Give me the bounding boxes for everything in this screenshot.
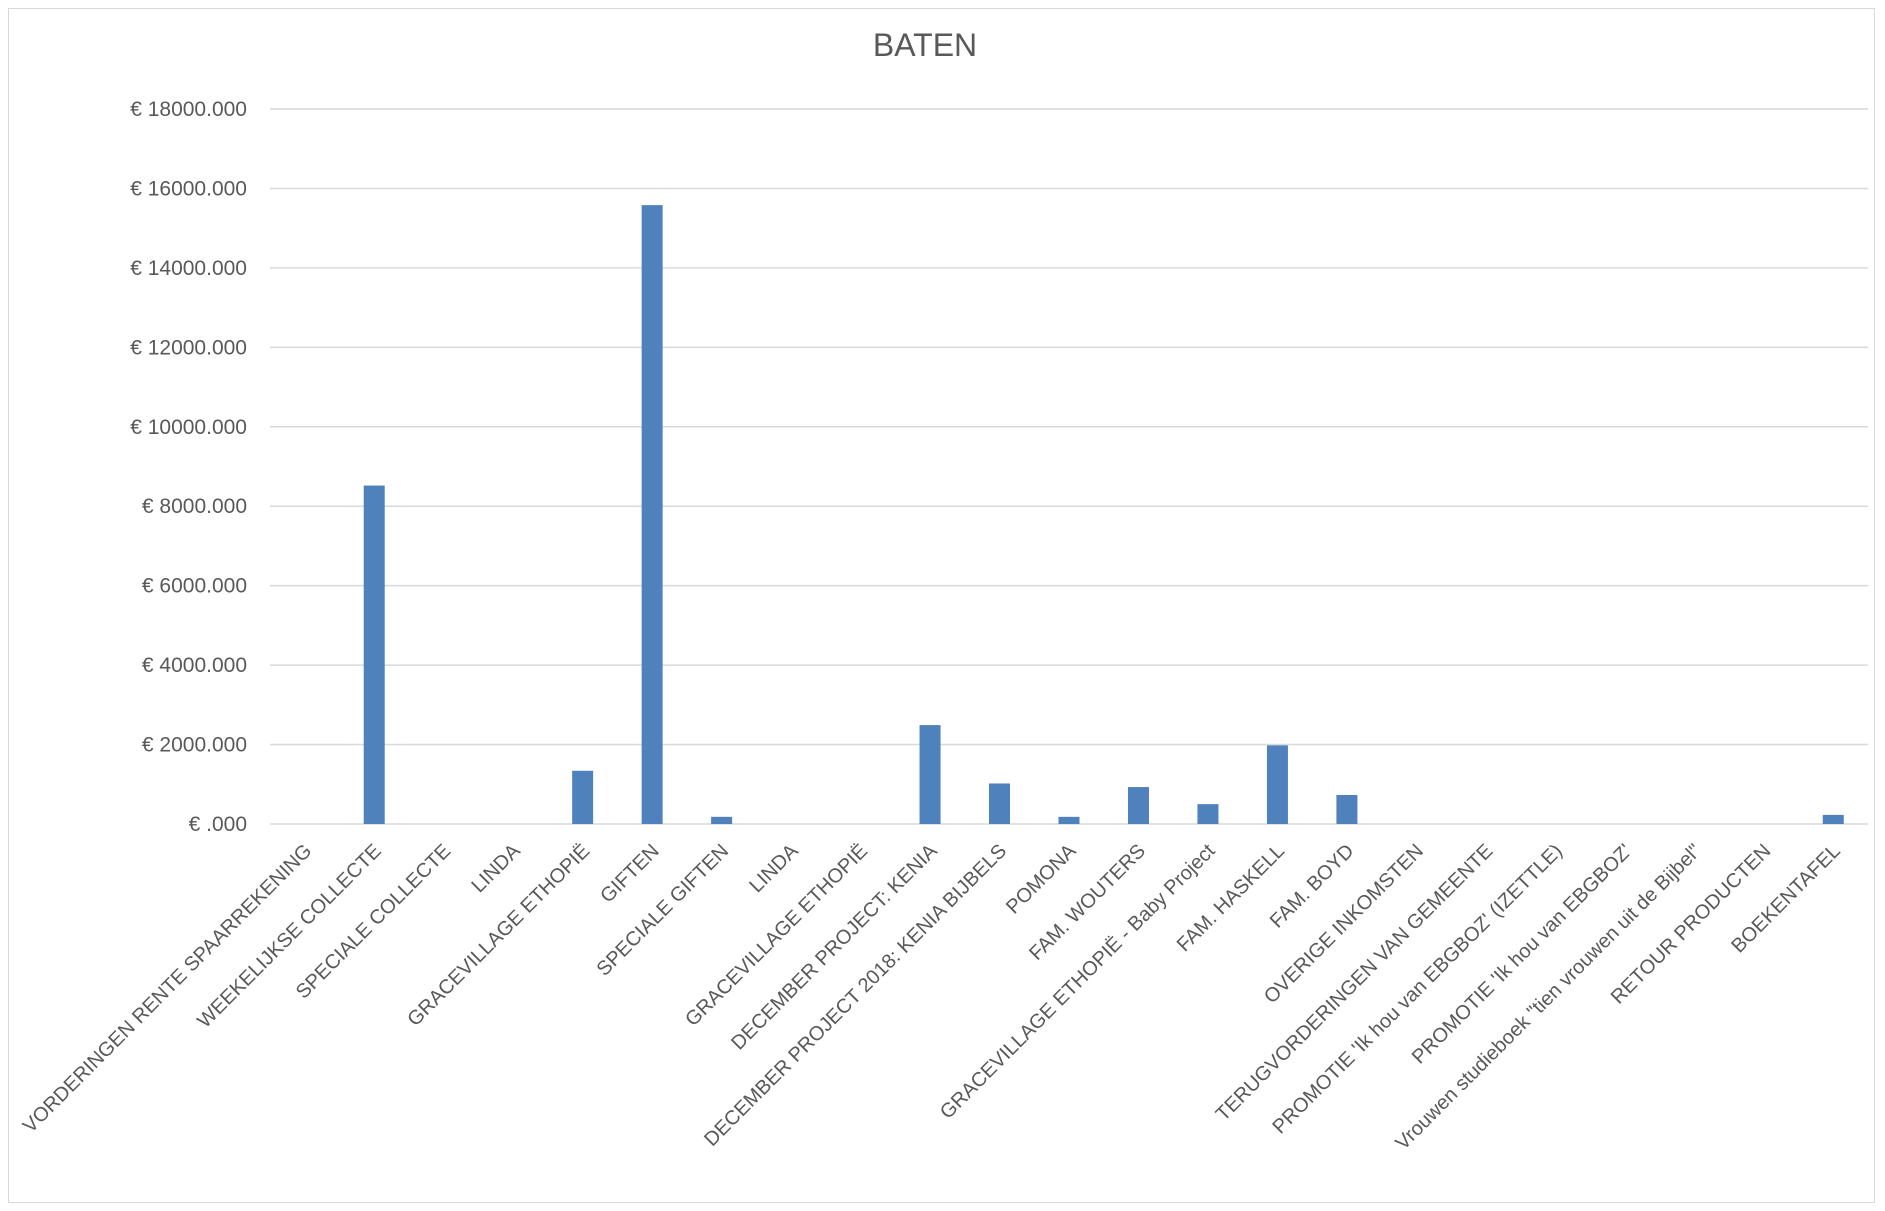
y-tick-label: € 6000.000 (142, 575, 247, 598)
y-tick-label: € 4000.000 (142, 654, 247, 677)
y-tick-label: € 8000.000 (142, 495, 247, 518)
bar (989, 783, 1011, 824)
x-tick-label: SPECIALE GIFTEN (593, 840, 734, 981)
bar (641, 205, 663, 824)
x-tick-label: LINDA (468, 840, 526, 898)
x-tick-label: FAM. WOUTERS (1025, 840, 1150, 965)
x-tick-label: VORDERINGEN RENTE SPAARREKENING (19, 840, 316, 1137)
y-tick-label: € 14000.000 (130, 257, 247, 280)
y-tick-label: € 10000.000 (130, 416, 247, 439)
y-tick-label: € .000 (189, 813, 247, 836)
y-axis-ticks: € .000 € 2000.000 € 4000.000 € 6000.000 € 80… (130, 98, 247, 836)
x-tick-label: GIFTEN (596, 840, 663, 907)
bar (572, 770, 594, 824)
chart-title: BATEN (873, 27, 977, 63)
bar (363, 485, 385, 824)
y-tick-label: € 18000.000 (130, 98, 247, 121)
bar (1336, 795, 1358, 824)
bar (1197, 804, 1219, 824)
y-tick-label: € 12000.000 (130, 336, 247, 359)
x-axis-ticks: VORDERINGEN RENTE SPAARREKENINGWEEKELIJK… (19, 840, 1845, 1155)
bar (919, 725, 941, 824)
y-tick-label: € 16000.000 (130, 177, 247, 200)
bar (1058, 816, 1080, 824)
bars (363, 205, 1844, 824)
bar (1127, 787, 1149, 824)
gridlines (270, 108, 1868, 825)
bar (1266, 745, 1288, 824)
bar (711, 816, 733, 824)
bar (1822, 814, 1844, 824)
y-tick-label: € 2000.000 (142, 734, 247, 757)
x-tick-label: LINDA (745, 840, 803, 898)
chart-frame (8, 8, 1875, 1203)
